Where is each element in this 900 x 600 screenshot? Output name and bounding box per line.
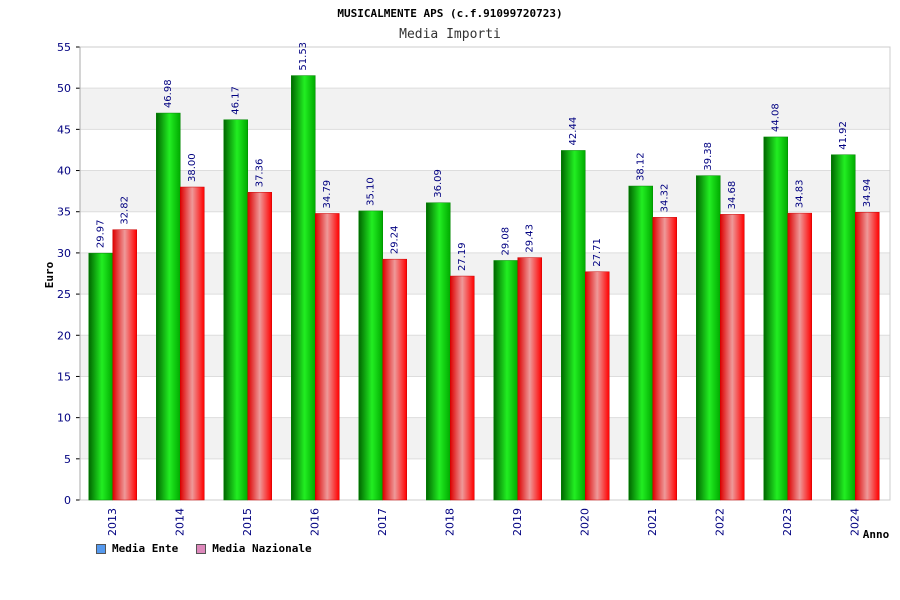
bar-media-ente [156,112,181,501]
x-tick-label: 2022 [713,508,726,536]
data-label: 34.83 [795,179,806,208]
grid-band [80,376,890,418]
data-label: 39.38 [703,142,714,171]
x-tick-label: 2020 [578,508,591,536]
legend-swatch-media-ente [96,543,106,554]
data-label: 34.32 [660,184,671,213]
data-label: 29.97 [96,220,107,249]
legend: Media Ente Media Nazionale [96,542,312,555]
data-label: 34.79 [322,180,333,209]
bar-media-nazionale [112,229,137,501]
chart-title: MUSICALMENTE APS (c.f.91099720723) [337,7,562,20]
data-label: 46.17 [231,86,242,115]
data-label: 29.08 [501,227,512,256]
grid-band [80,417,890,459]
grid-band [80,458,890,500]
grid-band [80,129,890,171]
bar-media-ente [426,202,451,501]
data-label: 27.19 [457,242,468,271]
bar-media-nazionale [652,217,677,501]
y-tick-label: 0 [64,494,71,507]
data-label: 38.00 [187,153,198,182]
data-label: 42.44 [568,117,579,146]
data-label: 38.12 [636,152,647,181]
data-label: 27.71 [592,238,603,267]
x-axis-label: Anno [863,528,890,541]
y-tick-label: 35 [57,206,71,219]
data-label: 35.10 [366,177,377,206]
bar-media-ente [561,150,586,501]
bar-media-nazionale [787,212,812,501]
data-label: 29.43 [525,224,536,253]
grid-band [80,88,890,130]
y-tick-label: 55 [57,41,71,54]
x-tick-label: 2023 [781,508,794,536]
bar-media-ente [358,210,383,501]
x-tick-label: 2019 [511,508,524,536]
x-tick-label: 2024 [848,508,861,536]
y-axis-label: Euro [43,261,56,288]
grid-band [80,170,890,212]
x-tick-label: 2015 [241,508,254,536]
plot-area: 0 5 10 15 20 25 30 35 40 45 50 55 29.97 32.82 2013 46.9… [57,41,891,536]
bar-media-nazionale [450,275,475,501]
grid-band [80,47,890,89]
x-tick-label: 2021 [646,508,659,536]
grid-band [80,211,890,253]
y-tick-label: 10 [57,412,71,425]
data-label: 44.08 [771,103,782,132]
x-tick-label: 2014 [173,508,186,536]
data-label: 34.94 [862,179,873,208]
bar-media-ente [291,75,316,501]
y-tick-label: 20 [57,329,71,342]
data-label: 46.98 [163,79,174,108]
data-label: 29.24 [390,226,401,255]
x-tick-label: 2016 [308,508,321,536]
legend-label-media-ente: Media Ente [112,542,179,555]
grid-band [80,335,890,377]
bar-media-nazionale [247,192,272,501]
bar-media-nazionale [315,213,340,501]
legend-label-media-nazionale: Media Nazionale [212,542,312,555]
bar-media-ente [493,260,518,501]
y-tick-label: 25 [57,288,71,301]
legend-item-media-ente: Media Ente [96,542,178,555]
x-tick-label: 2018 [443,508,456,536]
bar-media-nazionale [585,271,610,501]
legend-swatch-media-nazionale [196,543,207,554]
y-tick-label: 5 [64,453,71,466]
data-label: 34.68 [727,181,738,210]
bar-media-nazionale [517,257,542,501]
bar-media-nazionale [855,211,880,501]
bar-media-ente [223,119,248,501]
data-label: 36.09 [433,169,444,198]
bar-media-nazionale [180,186,205,501]
data-label: 32.82 [120,196,131,225]
y-tick-label: 30 [57,247,71,260]
legend-item-media-nazionale: Media Nazionale [196,542,312,555]
y-tick-label: 45 [57,123,71,136]
bar-media-ente [831,154,856,501]
bar-media-nazionale [382,258,407,501]
grid-band [80,252,890,295]
bar-media-ente [696,175,721,501]
data-label: 51.53 [298,42,309,71]
y-tick-label: 15 [57,370,71,383]
bar-media-ente [88,252,113,501]
data-label: 41.92 [838,121,849,150]
y-tick-label: 50 [57,82,71,95]
data-label: 37.36 [255,159,266,188]
chart-subtitle: Media Importi [399,27,501,42]
y-tick-label: 40 [57,165,71,178]
x-tick-label: 2017 [376,508,389,536]
bar-media-ente [628,185,653,501]
grid-band [80,294,890,336]
x-tick-label: 2013 [106,508,119,536]
bar-media-ente [763,136,788,501]
bar-media-nazionale [720,214,745,501]
